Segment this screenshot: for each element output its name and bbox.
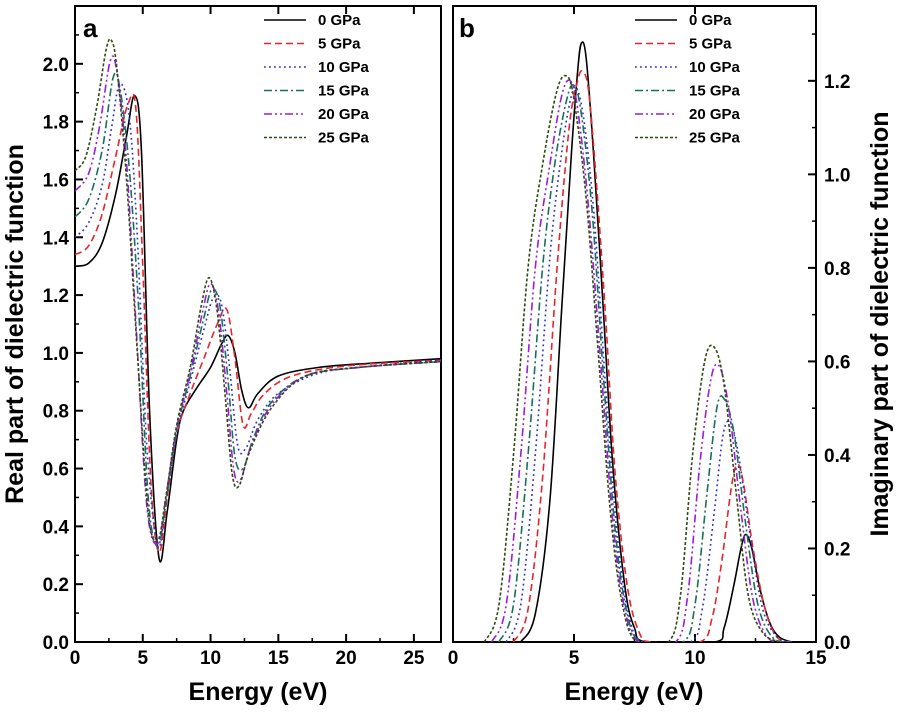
panel-b-y-tick-label: 1.2	[824, 72, 850, 93]
panel-b-x-axis-title: Energy (eV)	[565, 678, 704, 706]
panel-b-legend-label: 25 GPa	[689, 130, 741, 147]
panel-b-series-line-5	[483, 74, 781, 642]
panel-a-y-tick-label: 1.0	[43, 344, 69, 365]
panel-a-x-tick-label: 15	[268, 648, 290, 669]
panel-b-x-tick-label: 0	[448, 648, 459, 669]
panel-b-y-tick-label: 1.0	[824, 165, 850, 186]
panel-b-letter: b	[459, 13, 475, 43]
panel-a-x-tick-label: 20	[336, 648, 357, 669]
panel-a-frame	[74, 5, 442, 643]
panel-a-y-tick-label: 1.4	[43, 228, 70, 249]
panel-b-y-tick-label: 0.4	[824, 446, 851, 467]
panel-a-x-tick-label: 25	[403, 648, 425, 669]
panel-a-x-tick-label: 5	[137, 648, 148, 669]
panel-b-y-axis-title: Imaginary part of dielectric function	[866, 111, 894, 536]
panel-b-series-line-3	[498, 84, 790, 642]
panel-b-series-line-2	[505, 85, 793, 642]
panel-a-legend-label: 25 GPa	[318, 130, 370, 147]
panel-a-y-tick-label: 2.0	[43, 55, 69, 76]
panel-b-frame	[452, 5, 817, 643]
panel-b-legend-label: 10 GPa	[689, 59, 741, 76]
panel-a-series-line-3	[75, 71, 441, 548]
panel-a-x-axis-title: Energy (eV)	[189, 678, 328, 706]
panel-a-y-tick-label: 0.6	[43, 460, 69, 481]
panel-a-letter: a	[83, 13, 98, 43]
panel-a-y-tick-label: 0.2	[43, 575, 69, 596]
panel-a-series-line-2	[75, 83, 441, 550]
panel-a-ticks: 0 5 10 15 20 25 0.0 0.2 0.4 0.6 0.8 1.0 1.2 1.4 1.6 1.8…	[43, 6, 425, 669]
panel-a-legend-label: 0 GPa	[318, 12, 361, 29]
panel-b-y-tick-label: 0.6	[824, 352, 850, 373]
panel-b-legend-label: 5 GPa	[689, 36, 732, 53]
panel-b-series-line-0	[520, 41, 793, 642]
panel-b-x-tick-label: 10	[684, 648, 705, 669]
panel-b-legend: 0 GPa 5 GPa 10 GPa 15 GPa 20 GPa 25 GPa	[635, 12, 741, 147]
panel-a-legend-label: 10 GPa	[318, 59, 370, 76]
panel-a-y-tick-label: 0.4	[43, 517, 70, 538]
panel-b-legend-label: 0 GPa	[689, 12, 732, 29]
panel-b-y-tick-label: 0.8	[824, 259, 850, 280]
panel-b-y-tick-label: 0.0	[824, 633, 850, 654]
panel-a-y-tick-label: 0.0	[43, 633, 69, 654]
panel-a-legend: 0 GPa 5 GPa 10 GPa 15 GPa 20 GPa 25 GPa	[264, 12, 370, 147]
panel-b-legend-label: 15 GPa	[689, 83, 741, 100]
panel-a-y-tick-label: 1.8	[43, 113, 69, 134]
panel-a-series-line-4	[75, 55, 441, 545]
panel-a-x-tick-label: 10	[200, 648, 221, 669]
panel-a-x-tick-label: 0	[70, 648, 81, 669]
panel-b-series-line-1	[512, 70, 793, 642]
panel-a-legend-label: 20 GPa	[318, 106, 370, 123]
panel-a-legend-label: 15 GPa	[318, 83, 370, 100]
panel-b-series-line-4	[490, 79, 785, 642]
panel-b-x-tick-label: 15	[805, 648, 827, 669]
panel-b-series	[483, 41, 793, 642]
panel-a-series-line-5	[75, 38, 441, 543]
panel-a-series-line-0	[75, 94, 441, 563]
panel-a-series	[75, 38, 441, 563]
panel-a-y-tick-label: 1.6	[43, 170, 69, 191]
panel-a-legend-label: 5 GPa	[318, 36, 361, 53]
panel-a-y-tick-label: 1.2	[43, 286, 69, 307]
panel-b-y-tick-label: 0.2	[824, 539, 850, 560]
panel-b-x-tick-label: 5	[569, 648, 580, 669]
panel-a-y-tick-label: 0.8	[43, 402, 69, 423]
panel-a-y-axis-title: Real part of dielectric function	[1, 144, 29, 504]
panel-b-legend-label: 20 GPa	[689, 106, 741, 123]
panel-b-ticks: 0 5 10 150.0 0.2 0.4 0.6 0.8 1.0 1.2	[448, 6, 851, 669]
panel-a-series-line-1	[75, 93, 441, 554]
